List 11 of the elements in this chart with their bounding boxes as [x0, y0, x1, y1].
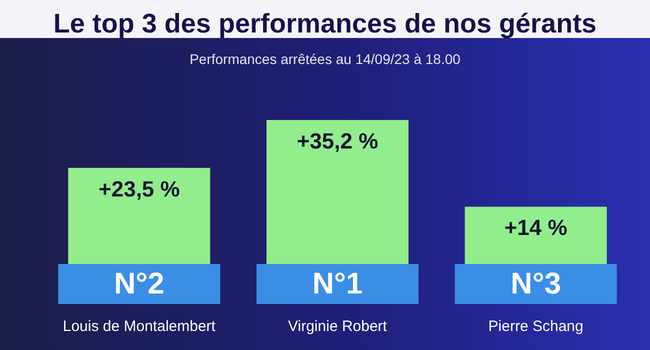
chart-title: Le top 3 des performances de nos gérants: [53, 8, 597, 38]
text: N°3: [510, 268, 562, 300]
data-label: +14 %: [504, 215, 568, 240]
data-label: +23,5 %: [98, 176, 180, 202]
chart-subtitle: Performances arrêtées au 14/09/23 à 18.00: [190, 51, 461, 67]
text: N°2: [114, 268, 164, 300]
x-tick-label: Virginie Robert: [288, 318, 388, 335]
x-tick-label: Louis de Montalembert: [62, 318, 216, 335]
text: N°1: [312, 268, 363, 300]
data-label: +35,2 %: [296, 128, 378, 154]
x-tick-label: Pierre Schang: [488, 318, 584, 335]
